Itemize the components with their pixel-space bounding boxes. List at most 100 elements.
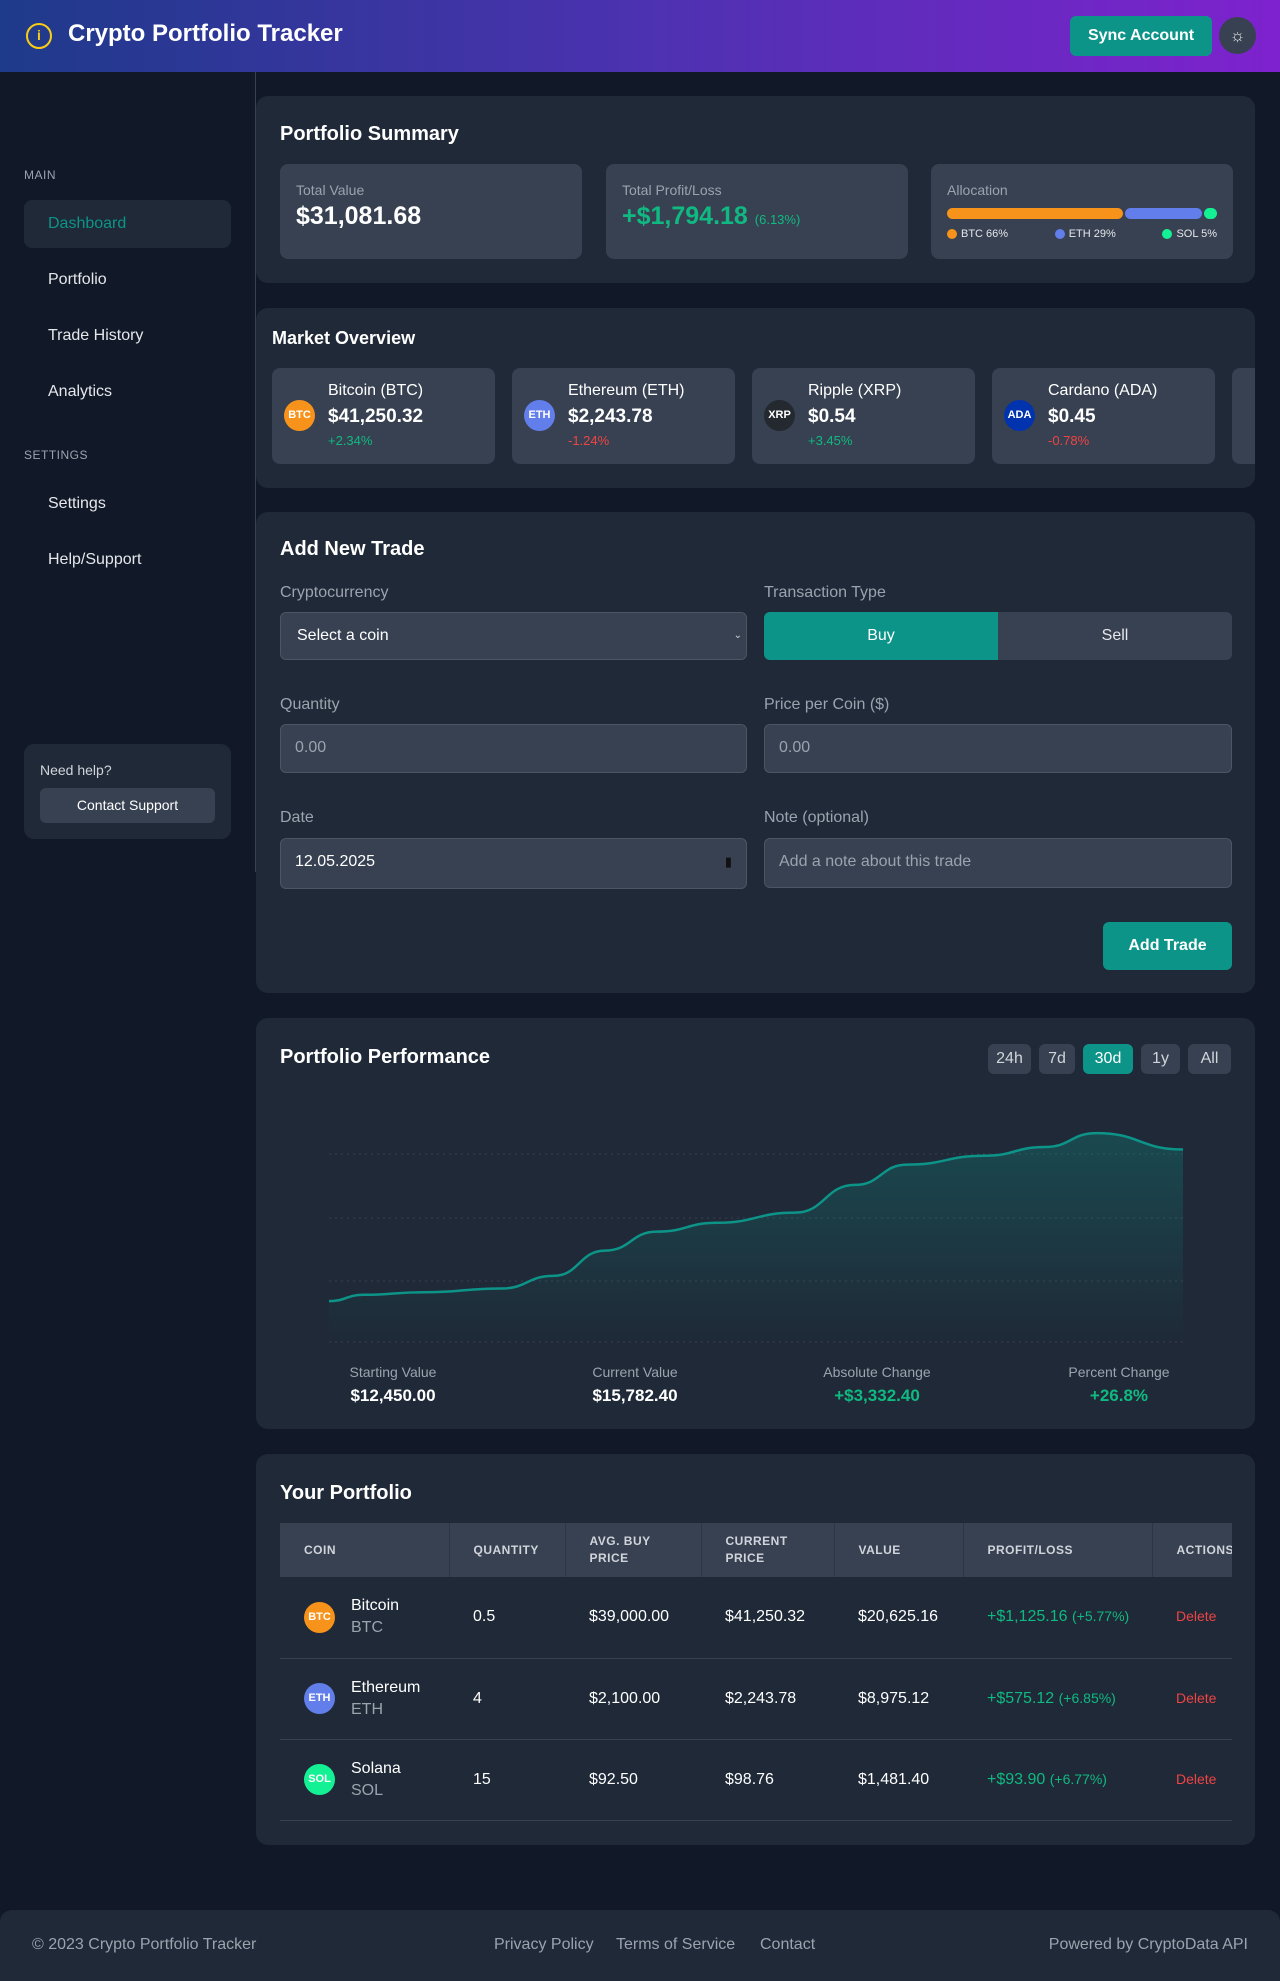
cell-profit-loss: +$1,125.16 (+5.77%) <box>963 1577 1152 1659</box>
allocation-segment <box>947 208 1123 219</box>
coin-name: Solana <box>351 1759 401 1777</box>
help-box: Need help? Contact Support <box>24 744 231 839</box>
range-24h-button[interactable]: 24h <box>988 1044 1031 1074</box>
stat-value: $15,782.40 <box>592 1386 678 1405</box>
delete-button[interactable]: Delete <box>1176 1608 1217 1625</box>
cell-profit-loss: +$93.90 (+6.77%) <box>963 1739 1152 1821</box>
coin-name: Bitcoin (BTC) <box>328 382 424 399</box>
powered-by: Powered by CryptoData API <box>1048 1936 1248 1953</box>
sidebar-item-trade-history[interactable]: Trade History <box>48 327 144 344</box>
pl-percent: (+6.85%) <box>1058 1689 1116 1706</box>
sidebar-item-dashboard[interactable]: Dashboard <box>24 200 231 248</box>
chart-line <box>329 1131 1183 1303</box>
column-header: VALUE <box>834 1523 964 1577</box>
cell-actions: Delete <box>1152 1577 1232 1659</box>
coin-change: -1.24% <box>568 433 610 448</box>
column-header: QUANTITY <box>449 1523 566 1577</box>
coin-symbol: BTC <box>351 1619 383 1637</box>
allocation-segment <box>1124 208 1202 219</box>
sync-account-button[interactable]: Sync Account <box>1070 16 1212 56</box>
legend-item: ETH 29% <box>1054 228 1116 240</box>
sun-icon[interactable]: ☼ <box>1219 17 1256 54</box>
note-input[interactable]: Add a note about this trade <box>764 838 1232 888</box>
coin-card[interactable]: BTC Bitcoin (BTC) $41,250.32 +2.34% <box>272 368 495 464</box>
sidebar-item-portfolio[interactable]: Portfolio <box>48 271 107 288</box>
date-input[interactable]: 12.05.2025 ▮ <box>280 838 747 889</box>
sell-button[interactable]: Sell <box>1101 627 1129 644</box>
allocation-legend: BTC 66% ETH 29% SOL 5% <box>947 228 1217 240</box>
calendar-icon[interactable]: ▮ <box>724 854 732 869</box>
info-circle-icon: i <box>26 23 52 49</box>
coin-card-partial[interactable] <box>1232 368 1255 464</box>
quantity-input[interactable]: 0.00 <box>280 724 747 773</box>
coin-card[interactable]: ETH Ethereum (ETH) $2,243.78 -1.24% <box>512 368 735 464</box>
range-7d-button[interactable]: 7d <box>1039 1044 1075 1074</box>
stat-value: $12,450.00 <box>350 1386 436 1405</box>
stat-value: +$1,794.18 (6.13%) <box>622 202 800 231</box>
sidebar-section-settings: SETTINGS <box>24 448 89 462</box>
coin-select-value: Select a coin <box>297 627 389 644</box>
coin-card[interactable]: XRP Ripple (XRP) $0.54 +3.45% <box>752 368 975 464</box>
coin-logo-icon: SOL <box>304 1764 335 1795</box>
coin-price: $0.45 <box>1048 406 1096 427</box>
footer-link-contact[interactable]: Contact <box>760 1936 816 1953</box>
stat-label: Allocation <box>947 182 1008 198</box>
legend-dot-icon <box>1054 229 1065 239</box>
profit-loss-stat: Total Profit/Loss +$1,794.18 (6.13%) <box>606 164 908 259</box>
pl-percent: (+5.77%) <box>1071 1608 1130 1625</box>
range-1y-button[interactable]: 1y <box>1141 1044 1180 1074</box>
card-title: Portfolio Summary <box>280 123 459 145</box>
range-30d-button[interactable]: 30d <box>1083 1044 1133 1074</box>
contact-support-button[interactable]: Contact Support <box>40 788 215 823</box>
price-input[interactable]: 0.00 <box>764 724 1232 773</box>
column-header: PROFIT/LOSS <box>963 1523 1153 1577</box>
table-row: ETH Ethereum ETH 4 $2,100.00 $2,243.78 $8,975.… <box>280 1658 1232 1740</box>
legend-item: BTC 66% <box>947 228 1008 240</box>
footer-link-privacy[interactable]: Privacy Policy <box>494 1936 594 1953</box>
range-all-button[interactable]: All <box>1188 1044 1231 1074</box>
card-title: Your Portfolio <box>280 1482 412 1504</box>
coin-logo-icon: XRP <box>764 400 795 431</box>
app-title: Crypto Portfolio Tracker <box>68 20 343 47</box>
column-header: CURRENT PRICE <box>701 1523 835 1577</box>
note-label: Note (optional) <box>764 809 869 826</box>
coin-symbol: SOL <box>351 1781 384 1799</box>
legend-label: ETH 29% <box>1068 228 1116 240</box>
stat-label: Total Value <box>296 182 365 198</box>
sidebar-item-analytics[interactable]: Analytics <box>48 383 113 400</box>
allocation-bar <box>947 208 1217 219</box>
delete-button[interactable]: Delete <box>1176 1770 1217 1787</box>
coin-change: -0.78% <box>1048 433 1090 448</box>
delete-button[interactable]: Delete <box>1176 1689 1217 1706</box>
your-portfolio-card: Your Portfolio COIN QUANTITY AVG. BUY PRIC… <box>256 1454 1255 1845</box>
sidebar-divider <box>255 72 256 872</box>
table-header-row: COIN QUANTITY AVG. BUY PRICE CURRENT PRICE V… <box>280 1523 1232 1577</box>
coin-card[interactable]: ADA Cardano (ADA) $0.45 -0.78% <box>992 368 1215 464</box>
card-title: Market Overview <box>272 328 416 348</box>
table-row: BTC Bitcoin BTC 0.5 $39,000.00 $41,250.32 $20,… <box>280 1577 1232 1659</box>
add-trade-button[interactable]: Add Trade <box>1103 922 1232 970</box>
buy-button[interactable]: Buy <box>764 612 998 660</box>
coin-price: $41,250.32 <box>328 406 424 427</box>
cell-value: $8,975.12 <box>834 1658 963 1740</box>
date-label: Date <box>280 809 314 826</box>
coin-name: Ethereum <box>351 1678 421 1696</box>
sidebar-item-help-support[interactable]: Help/Support <box>48 551 142 568</box>
crypto-label: Cryptocurrency <box>280 584 389 601</box>
cell-qty: 0.5 <box>449 1577 565 1659</box>
sidebar-section-main: MAIN <box>24 168 56 182</box>
coin-select[interactable]: Select a coin ⌄ <box>280 612 747 660</box>
stat-label: Percent Change <box>1068 1364 1170 1380</box>
cell-value: $20,625.16 <box>834 1577 963 1659</box>
cell-coin: ETH Ethereum ETH <box>280 1658 449 1740</box>
stat-label: Current Value <box>592 1364 678 1380</box>
portfolio-table-wrapper[interactable]: COIN QUANTITY AVG. BUY PRICE CURRENT PRICE V… <box>280 1523 1232 1823</box>
add-trade-card: Add New Trade Cryptocurrency Select a co… <box>256 512 1255 993</box>
cell-current: $41,250.32 <box>701 1577 834 1659</box>
footer: © 2023 Crypto Portfolio Tracker Privacy … <box>0 1910 1280 1981</box>
legend-dot-icon <box>947 229 957 239</box>
footer-link-terms[interactable]: Terms of Service <box>616 1936 736 1953</box>
card-title: Add New Trade <box>280 538 425 560</box>
coin-change: +3.45% <box>808 433 853 448</box>
sidebar-item-settings[interactable]: Settings <box>48 495 106 512</box>
